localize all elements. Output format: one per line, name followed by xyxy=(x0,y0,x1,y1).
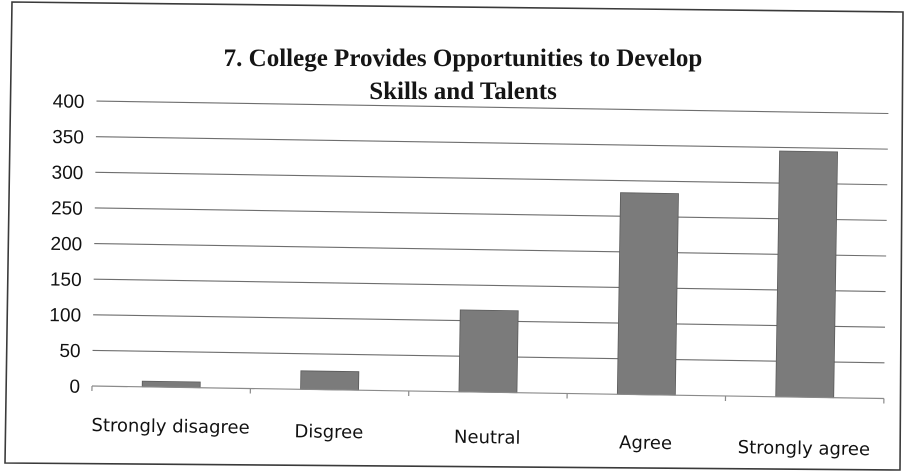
x-axis xyxy=(91,385,885,404)
y-tick-label: 100 xyxy=(49,305,81,326)
y-tick-label: 350 xyxy=(52,127,84,148)
y-tick-label: 300 xyxy=(51,163,83,184)
y-tick-label: 50 xyxy=(59,341,80,362)
y-tick-label: 150 xyxy=(50,269,82,290)
gridline xyxy=(94,242,887,257)
x-tick-label: Agree xyxy=(619,432,672,454)
y-tick-label: 200 xyxy=(50,234,82,255)
x-tick-label: Neutral xyxy=(454,427,521,449)
chart-border xyxy=(4,1,904,471)
bar xyxy=(458,309,519,394)
y-axis-ticks: 0 50 100 150 200 250 300 350 400 xyxy=(49,91,85,398)
y-tick-label: 0 xyxy=(69,377,80,398)
gridline xyxy=(95,136,888,150)
gridline xyxy=(93,278,886,293)
gridline xyxy=(96,100,889,115)
x-tick-label: Disgree xyxy=(294,421,363,443)
gridline xyxy=(94,207,887,221)
x-tick-label: Strongly disagree xyxy=(91,415,249,438)
gridlines xyxy=(92,100,889,364)
plot-area: 0 50 100 150 200 250 300 350 400 Strongly disagr… xyxy=(49,91,889,460)
y-tick-label: 400 xyxy=(53,91,85,112)
bar xyxy=(300,370,360,391)
chart-subtitle: Skills and Talents xyxy=(369,78,557,105)
y-tick-label: 250 xyxy=(51,198,83,219)
x-axis-line xyxy=(91,385,884,400)
bars xyxy=(141,150,838,399)
bar xyxy=(616,192,679,396)
gridline xyxy=(95,171,888,186)
chart-title: 7. College Provides Opportunities to Dev… xyxy=(224,45,703,72)
x-axis-ticks: Strongly disagree Disgree Neutral Agree Stro… xyxy=(91,415,870,460)
bar xyxy=(775,150,838,399)
x-tick-label: Strongly agree xyxy=(738,437,871,460)
